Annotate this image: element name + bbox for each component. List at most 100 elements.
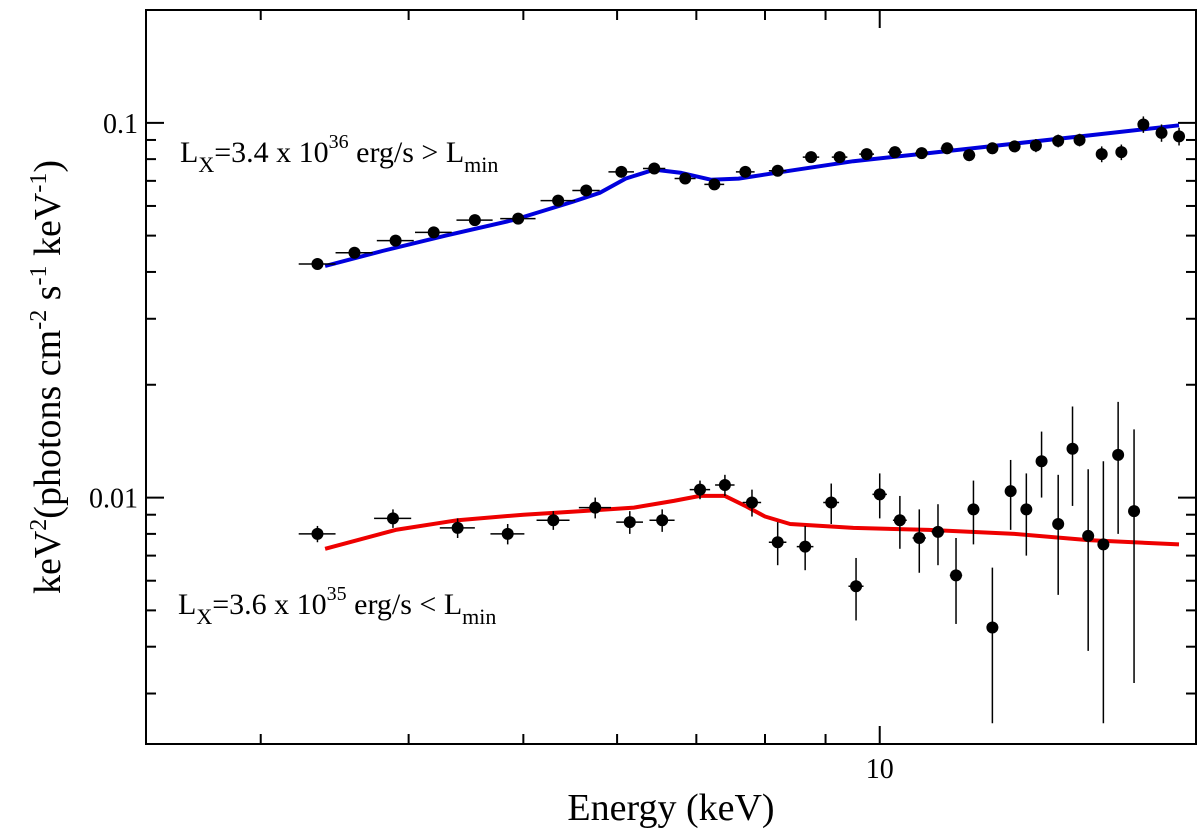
y-label-text4: ) [27,160,69,173]
low-state-data-marker [931,525,944,538]
high-state-data-point [540,194,576,207]
high-state-data-point [802,151,820,164]
annotation-low-sub1: X [196,604,212,629]
high-state-data-point [1173,127,1186,146]
low-state-data-point [298,525,336,543]
low-state-data-point [872,473,887,519]
high-state-data-point [914,147,929,160]
y-tick-label: 0.01 [89,484,138,515]
high-state-data-marker [1052,134,1065,147]
high-state-data-point [704,178,725,191]
high-state-data-point [674,172,696,185]
tick-labels: 10 0.01 0.1 [89,109,894,785]
high-state-data-marker [771,164,784,177]
high-state-data-marker [941,142,954,155]
high-state-data-point [1155,124,1168,142]
y-label-sup2: -2 [26,310,52,330]
low-state-data-point [1097,461,1110,724]
low-state-data-point [578,497,612,519]
high-state-data-point [768,164,787,177]
annotation-low-sup: 35 [327,583,347,605]
low-state-data-marker [850,580,863,593]
x-tick-label: 10 [866,754,894,785]
low-state-data-marker [718,479,731,492]
annotation-low-text2: erg/s < L [347,588,463,621]
annotation-high-text2: erg/s > L [349,136,465,169]
low-state-data-marker [1097,538,1110,551]
low-state-data-marker [893,514,906,527]
high-state-data-point [963,149,976,162]
high-state-model-line [324,123,1180,268]
low-state-data-marker [1035,455,1048,468]
low-state-data-point [1035,431,1048,498]
low-state-data-marker [451,521,464,534]
low-state-data-marker [1082,529,1095,542]
annotation-high-state: LX=3.4 x 1036 erg/s > Lmin [180,131,498,177]
low-state-data-marker [771,536,784,549]
high-state-data-marker [552,194,565,207]
low-state-data-point [892,495,907,549]
low-state-data-marker [950,569,963,582]
high-state-data-point [859,148,875,161]
high-state-data-marker [580,184,593,197]
low-state-data-marker [589,501,602,514]
high-state-data-point [642,162,666,175]
high-state-data-point [1137,116,1150,133]
low-state-data-point [796,525,814,571]
low-state-data-marker [694,483,707,496]
high-state-data-marker [833,151,846,164]
annotation-high-sub2: min [464,152,498,177]
annotation-low-L: L [178,588,196,621]
high-state-data-point [735,165,755,178]
high-state-data-point [1052,134,1065,148]
high-state-data-point [608,165,634,178]
high-state-data-point [940,142,954,155]
low-state-data-point [1128,429,1141,684]
low-state-data-marker [501,527,514,540]
y-label-text3: keV [27,192,69,265]
low-state-data-marker [623,516,636,529]
low-state-data-point [1066,406,1079,506]
series-layer [298,116,1186,724]
high-state-data-marker [1173,130,1186,143]
high-state-data-marker [389,234,402,247]
high-state-data-marker [1155,126,1168,139]
low-state-data-point [1004,459,1017,530]
annotation-high-sup: 36 [329,131,349,153]
y-label-sup: 2 [26,519,52,531]
low-state-data-point [1052,474,1065,595]
annotation-low-sub2: min [462,604,496,629]
low-state-data-marker [1066,442,1079,455]
high-state-data-marker [860,148,873,161]
high-state-data-point [1008,140,1021,153]
low-state-data-point [1082,469,1095,651]
low-state-data-point [986,567,999,724]
x-axis-label: Energy (keV) [567,787,774,829]
annotation-high-text: =3.4 x 10 [214,136,328,169]
high-state-data-point [1029,139,1042,153]
high-state-data-marker [708,178,721,191]
annotation-high-L: L [180,136,198,169]
low-state-data-marker [825,496,838,509]
low-state-data-marker [745,496,758,509]
low-state-data-point [616,511,643,534]
high-state-data-point [986,142,999,155]
high-state-data-point [376,234,414,247]
high-state-data-point [415,226,452,239]
high-state-data-point [500,212,536,225]
high-state-data-point [1095,146,1108,163]
low-state-data-point [931,504,945,566]
y-label-text1: (photons cm [27,330,69,519]
low-state-data-marker [1128,505,1141,518]
low-state-data-point [649,509,675,532]
high-state-data-marker [1008,140,1021,153]
high-state-data-marker [1029,139,1042,152]
plot-frame [145,9,1197,745]
high-state-data-point [887,146,902,159]
high-state-data-marker [348,246,361,259]
low-state-data-marker [1112,448,1125,461]
y-label-keV: keV [27,530,69,594]
low-state-data-point [536,511,570,530]
y-axis-label: keV2(photons cm-2 s-1 keV-1) [26,160,69,594]
high-state-data-marker [468,214,481,227]
